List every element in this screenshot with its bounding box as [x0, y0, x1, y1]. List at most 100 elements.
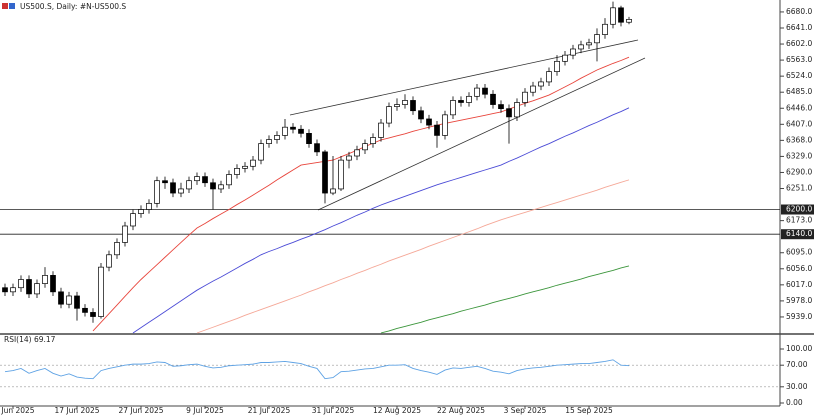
y-tick-label: 6524.0 [786, 71, 812, 80]
candle-body [426, 118, 432, 126]
candle-body [322, 151, 328, 194]
candle-body [370, 137, 376, 145]
moving-average [196, 179, 630, 334]
rsi-line [4, 359, 630, 380]
y-tick-label: 6251.0 [786, 184, 812, 193]
candle-body [130, 213, 136, 227]
candle-body [282, 126, 288, 136]
candle-body [482, 87, 488, 95]
candle-body [58, 291, 64, 305]
candle-body [74, 295, 80, 309]
price-label-box [781, 204, 814, 215]
candle-body [82, 307, 88, 313]
x-tick-label: 27 Jun 2025 [118, 406, 163, 415]
candle-body [146, 202, 152, 210]
candle-body [410, 100, 416, 112]
price-label-box [781, 229, 814, 240]
candle-body [362, 143, 368, 151]
y-tick-label: 5978.0 [786, 296, 812, 305]
candle-body [98, 266, 104, 317]
y-tick-label: 6329.0 [786, 151, 812, 160]
candle-body [194, 176, 200, 182]
icon [2, 3, 8, 9]
y-tick-label: 6563.0 [786, 55, 812, 64]
candle-body [314, 143, 320, 153]
candle-body [474, 87, 480, 97]
y-tick-label: 6368.0 [786, 135, 812, 144]
candle-body [266, 139, 272, 145]
y-tick-label: 5939.0 [786, 312, 812, 321]
candle-body [602, 23, 608, 35]
candle-body [386, 106, 392, 124]
candle-body [530, 85, 536, 93]
candle-body [626, 18, 632, 23]
candle-body [170, 182, 176, 194]
candle-body [178, 188, 184, 194]
trendline [317, 57, 646, 211]
candle-body [274, 135, 280, 140]
candle-body [298, 128, 304, 134]
candle-body [66, 295, 72, 305]
candle-body [242, 165, 248, 169]
candle-body [34, 283, 40, 295]
candle-body [394, 104, 400, 107]
candle-body [218, 184, 224, 190]
candle-body [90, 312, 96, 317]
candle-body [250, 159, 256, 167]
y-tick-label: 6641.0 [786, 23, 812, 32]
candle-body [10, 287, 16, 293]
price-label: 6140.0 [786, 229, 812, 238]
candle-body [290, 126, 296, 130]
y-tick-label: 6485.0 [786, 87, 812, 96]
candle-body [450, 100, 456, 116]
candle-body [106, 254, 112, 268]
x-tick-label: 3 Sep 2025 [504, 406, 547, 415]
candle-body [402, 100, 408, 105]
candle-body [338, 159, 344, 190]
candle-body [186, 180, 192, 190]
candle-body [466, 95, 472, 103]
candle-body [378, 122, 384, 138]
y-tick-label: 6056.0 [786, 264, 812, 273]
candle-body [18, 279, 24, 289]
y-tick-label: 70.00 [786, 360, 808, 369]
candle-body [578, 44, 584, 50]
x-tick-label: 31 Jul 2025 [312, 406, 355, 415]
trendline [289, 39, 639, 116]
candle-body [522, 91, 528, 103]
rsi-title: RSI(14) 69.17 [4, 335, 56, 344]
candle-body [490, 93, 496, 105]
candle-body [618, 7, 624, 23]
candle-body [610, 7, 616, 25]
candle-body [354, 149, 360, 157]
candle-body [434, 124, 440, 136]
moving-average [132, 107, 630, 334]
x-tick-label: 9 Jul 2025 [186, 406, 224, 415]
candle-body [2, 287, 8, 293]
candle-body [330, 188, 336, 194]
candle-body [258, 143, 264, 161]
y-tick-label: 6095.0 [786, 248, 812, 257]
candle-body [306, 133, 312, 145]
candle-body [122, 225, 128, 243]
candle-body [506, 108, 512, 118]
y-tick-label: 6290.0 [786, 167, 812, 176]
y-tick-label: 6407.0 [786, 119, 812, 128]
price-label: 6200.0 [786, 205, 812, 214]
x-tick-label: 12 Aug 2025 [373, 406, 421, 415]
candle-body [114, 242, 120, 256]
icon [9, 3, 15, 9]
y-tick-label: 0.00 [786, 398, 803, 407]
x-tick-label: 17 Jun 2025 [54, 406, 99, 415]
candle-body [50, 275, 56, 293]
candle-body [26, 279, 32, 295]
candle-body [562, 54, 568, 62]
candle-body [514, 102, 520, 118]
candle-body [42, 275, 48, 284]
candle-body [546, 71, 552, 83]
candle-body [538, 81, 544, 87]
x-tick-label: 15 Sep 2025 [565, 406, 613, 415]
moving-average [380, 265, 630, 334]
chart-title: US500.S, Daily: #N-US500.S [20, 2, 126, 11]
